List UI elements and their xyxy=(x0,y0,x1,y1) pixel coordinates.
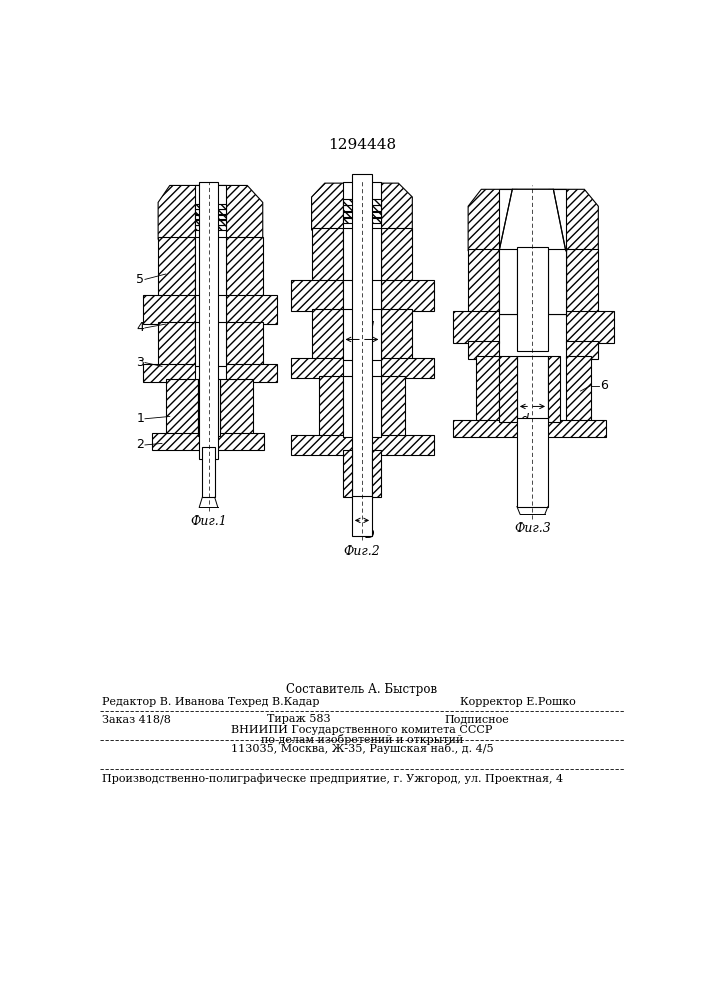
Bar xyxy=(194,204,226,209)
Bar xyxy=(291,358,343,378)
Text: Фиг.1: Фиг.1 xyxy=(190,515,227,528)
Bar xyxy=(194,220,226,225)
Bar xyxy=(194,225,226,230)
Bar xyxy=(226,364,276,382)
Text: 2: 2 xyxy=(136,438,144,451)
Text: ВНИИПИ Государственного комитета СССР: ВНИИПИ Государственного комитета СССР xyxy=(231,725,493,735)
Bar xyxy=(343,182,381,230)
Bar xyxy=(194,215,226,219)
Bar xyxy=(291,435,434,455)
Text: Корректор Е.Рошко: Корректор Е.Рошко xyxy=(460,697,576,707)
Bar xyxy=(381,280,434,311)
Bar xyxy=(566,341,598,359)
Bar xyxy=(199,379,220,436)
Bar xyxy=(226,237,263,297)
Bar xyxy=(343,212,381,217)
Bar xyxy=(517,356,548,422)
Text: D: D xyxy=(365,528,375,541)
Text: d: d xyxy=(521,413,529,426)
Bar xyxy=(352,496,372,536)
Bar xyxy=(381,228,412,283)
Bar xyxy=(548,189,566,251)
Bar xyxy=(343,228,381,283)
Text: Заказ 418/8: Заказ 418/8 xyxy=(103,714,171,724)
Bar xyxy=(343,199,381,205)
Text: Редактор В. Иванова Техред В.Кадар: Редактор В. Иванова Техред В.Кадар xyxy=(103,697,320,707)
Bar xyxy=(381,358,434,378)
Polygon shape xyxy=(468,189,598,251)
Bar xyxy=(566,356,590,422)
Bar xyxy=(476,356,499,422)
Bar xyxy=(166,379,199,436)
Bar xyxy=(343,376,381,437)
Text: 1: 1 xyxy=(136,412,144,425)
Bar xyxy=(381,309,412,360)
Bar xyxy=(158,322,194,366)
Bar xyxy=(452,311,499,343)
Text: 5: 5 xyxy=(136,273,144,286)
Bar xyxy=(194,295,226,324)
Bar xyxy=(194,209,226,214)
Text: d: d xyxy=(365,321,373,334)
Bar xyxy=(566,249,598,314)
Bar xyxy=(468,249,499,314)
Bar xyxy=(372,450,381,497)
Text: Подписное: Подписное xyxy=(445,714,510,724)
Bar xyxy=(202,447,215,497)
Bar xyxy=(226,295,276,324)
Bar xyxy=(499,249,517,314)
Bar xyxy=(548,249,566,314)
Bar xyxy=(226,322,263,366)
Polygon shape xyxy=(499,189,566,251)
Bar xyxy=(220,379,253,436)
Bar xyxy=(452,420,606,437)
Bar xyxy=(548,249,566,314)
Text: Тираж 583: Тираж 583 xyxy=(267,714,330,724)
Bar xyxy=(143,295,194,324)
Bar xyxy=(312,309,343,360)
Text: Фиг.2: Фиг.2 xyxy=(344,545,380,558)
Bar xyxy=(291,280,343,311)
Polygon shape xyxy=(312,183,412,230)
Bar xyxy=(566,311,614,343)
Polygon shape xyxy=(158,185,263,239)
Bar xyxy=(143,364,194,382)
Text: Фиг.3: Фиг.3 xyxy=(514,522,551,535)
Bar xyxy=(194,322,226,366)
Bar xyxy=(343,218,381,223)
Text: 4: 4 xyxy=(136,321,144,334)
Bar xyxy=(499,189,517,251)
Bar xyxy=(517,418,548,507)
Bar xyxy=(381,376,405,437)
Bar xyxy=(199,182,218,459)
Bar xyxy=(158,237,194,297)
Bar xyxy=(343,280,381,311)
Bar xyxy=(468,341,499,359)
Bar xyxy=(499,249,517,314)
Bar xyxy=(352,450,372,497)
Text: 3: 3 xyxy=(136,356,144,369)
Bar xyxy=(343,205,381,211)
Text: Составитель А. Быстров: Составитель А. Быстров xyxy=(286,683,438,696)
Bar xyxy=(548,356,561,422)
Bar xyxy=(194,185,226,239)
Bar xyxy=(319,376,343,437)
Bar xyxy=(352,174,372,499)
Bar xyxy=(312,228,343,283)
Bar xyxy=(343,450,352,497)
Text: 1294448: 1294448 xyxy=(328,138,396,152)
Bar xyxy=(517,247,548,351)
Text: по делам изобретений и открытий: по делам изобретений и открытий xyxy=(261,734,463,745)
Text: 113035, Москва, Ж-35, Раушская наб., д. 4/5: 113035, Москва, Ж-35, Раушская наб., д. … xyxy=(230,743,493,754)
Bar xyxy=(152,433,264,450)
Text: 6: 6 xyxy=(600,379,608,392)
Text: Производственно-полиграфическе предприятие, г. Ужгород, ул. Проектная, 4: Производственно-полиграфическе предприят… xyxy=(103,773,563,784)
Bar xyxy=(194,237,226,297)
Bar xyxy=(343,309,381,360)
Bar xyxy=(499,356,517,422)
